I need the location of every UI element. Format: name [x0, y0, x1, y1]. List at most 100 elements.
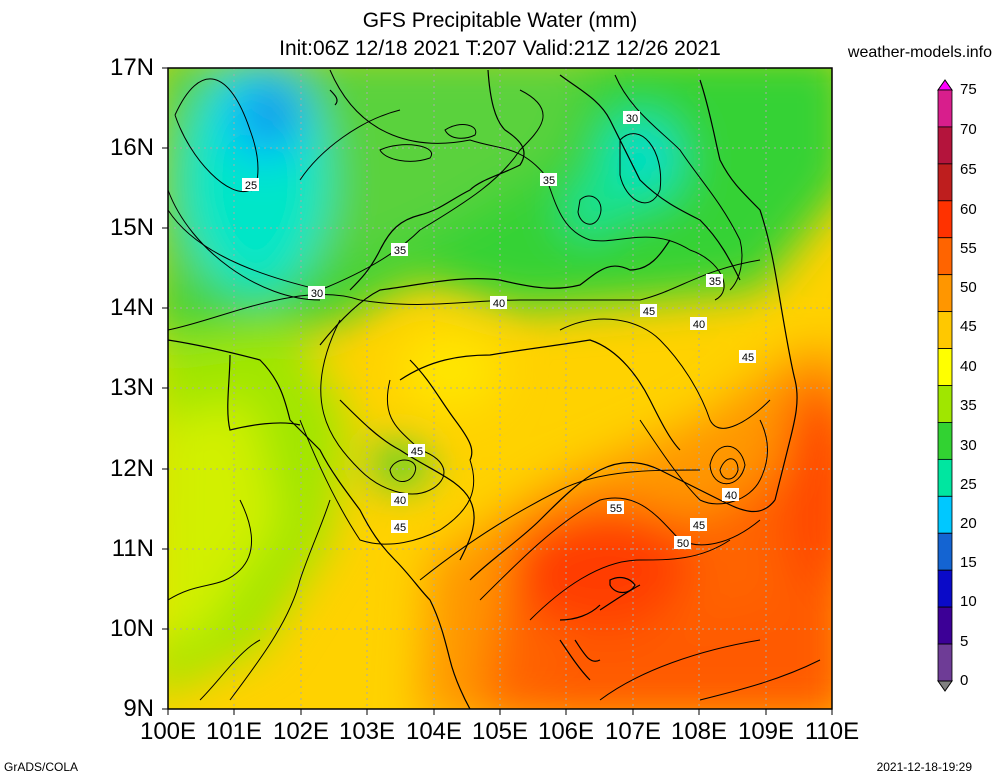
- lon-label: 100E: [139, 718, 197, 745]
- lon-label: 103E: [338, 718, 396, 745]
- contour-label: 30: [308, 286, 325, 300]
- lon-label: 101E: [205, 718, 263, 745]
- lat-label: 14N: [109, 294, 154, 321]
- colorbar-tick: 60: [960, 201, 977, 218]
- contour-label: 55: [607, 501, 624, 515]
- axis-ticks: [162, 67, 833, 715]
- contour-label: 45: [408, 444, 425, 458]
- grid-lines: [168, 68, 832, 709]
- contour-label: 40: [490, 296, 507, 310]
- colorbar-tick: 15: [960, 554, 977, 571]
- contour-label: 45: [391, 520, 408, 534]
- contour-label: 35: [540, 173, 557, 187]
- colorbar-segment: [937, 385, 953, 423]
- coastlines: [168, 69, 798, 709]
- colorbar-segment: [937, 237, 953, 276]
- colorbar-tick: 20: [960, 515, 977, 532]
- colorbar-tick: 25: [960, 476, 977, 493]
- colorbar-tick: 55: [960, 240, 977, 257]
- lon-label: 107E: [604, 718, 662, 745]
- colorbar-tick: 10: [960, 593, 977, 610]
- colorbar-segment: [937, 89, 953, 128]
- contour-label: 40: [722, 488, 739, 502]
- colorbar-segments: [937, 79, 953, 692]
- svg-text:50: 50: [677, 538, 689, 550]
- colorbar-segment: [937, 274, 953, 313]
- contour-label: 35: [391, 243, 408, 257]
- site-watermark: weather-models.info: [847, 44, 992, 61]
- lat-label: 9N: [123, 695, 154, 722]
- contour-label: 25: [242, 178, 259, 192]
- colorbar-segment: [937, 495, 953, 534]
- colorbar-tick: 70: [960, 121, 977, 138]
- colorbar-tick: 0: [960, 672, 969, 689]
- colorbar-tick: 30: [960, 437, 977, 454]
- lat-label: 15N: [109, 214, 154, 241]
- svg-text:45: 45: [643, 306, 655, 318]
- contour-label: 40: [391, 493, 408, 507]
- lat-label: 10N: [109, 615, 154, 642]
- colorbar-tick: 45: [960, 318, 977, 335]
- lon-label: 109E: [737, 718, 795, 745]
- svg-text:40: 40: [725, 490, 737, 502]
- footer-left: GrADS/COLA: [4, 760, 79, 774]
- svg-text:25: 25: [245, 180, 257, 192]
- svg-text:30: 30: [626, 113, 638, 125]
- colorbar-tick: 5: [960, 633, 969, 650]
- colorbar-segment: [937, 532, 953, 571]
- svg-text:40: 40: [394, 495, 406, 507]
- colorbar-segment: [937, 126, 953, 165]
- colorbar-segment: [937, 643, 953, 682]
- svg-text:55: 55: [610, 503, 622, 515]
- lon-label: 105E: [471, 718, 529, 745]
- lat-label: 17N: [109, 54, 154, 81]
- lat-label: 11N: [111, 535, 154, 562]
- contour-label: 45: [640, 304, 657, 318]
- colorbar-segment: [937, 200, 953, 239]
- contour-label: 50: [674, 536, 691, 550]
- contour-label: 45: [739, 350, 756, 364]
- colorbar-tick: 65: [960, 161, 977, 178]
- map-field: [168, 68, 832, 709]
- svg-text:35: 35: [394, 245, 406, 257]
- lat-label: 13N: [109, 374, 154, 401]
- contour-label: 45: [690, 518, 707, 532]
- chart-subtitle: Init:06Z 12/18 2021 T:207 Valid:21Z 12/2…: [279, 37, 721, 60]
- lat-label: 12N: [109, 455, 154, 482]
- lon-label: 106E: [537, 718, 595, 745]
- svg-text:45: 45: [411, 446, 423, 458]
- colorbar-cap-bottom: [937, 680, 953, 692]
- colorbar-cap-top: [937, 79, 953, 91]
- contour-label-group: 25 30 30 35 35 35 40 40 40 45 45 45 45 4…: [242, 111, 756, 550]
- colorbar-tick: 75: [960, 81, 977, 98]
- svg-text:40: 40: [693, 319, 705, 331]
- svg-text:45: 45: [394, 522, 406, 534]
- colorbar-tick: 40: [960, 358, 977, 375]
- colorbar-segment: [937, 348, 953, 386]
- lon-label: 108E: [670, 718, 728, 745]
- lat-label: 16N: [109, 134, 154, 161]
- contour-label: 40: [690, 317, 707, 331]
- lon-label: 102E: [272, 718, 330, 745]
- colorbar-tick: 50: [960, 279, 977, 296]
- colorbar-segment: [937, 163, 953, 202]
- colorbar-tick: 35: [960, 397, 977, 414]
- svg-text:45: 45: [742, 352, 754, 364]
- svg-text:35: 35: [543, 175, 555, 187]
- colorbar-segment: [937, 422, 953, 460]
- lon-label: 104E: [405, 718, 463, 745]
- colorbar-segment: [937, 569, 953, 608]
- svg-text:35: 35: [709, 276, 721, 288]
- svg-text:45: 45: [693, 520, 705, 532]
- colorbar-segment: [937, 311, 953, 349]
- chart-title: GFS Precipitable Water (mm): [362, 9, 638, 32]
- footer-right: 2021-12-18-19:29: [876, 760, 972, 774]
- colorbar-segment: [937, 458, 953, 497]
- lon-label: 110E: [804, 718, 860, 745]
- svg-text:40: 40: [493, 298, 505, 310]
- svg-text:30: 30: [311, 288, 323, 300]
- contour-label: 30: [623, 111, 640, 125]
- colorbar-segment: [937, 606, 953, 645]
